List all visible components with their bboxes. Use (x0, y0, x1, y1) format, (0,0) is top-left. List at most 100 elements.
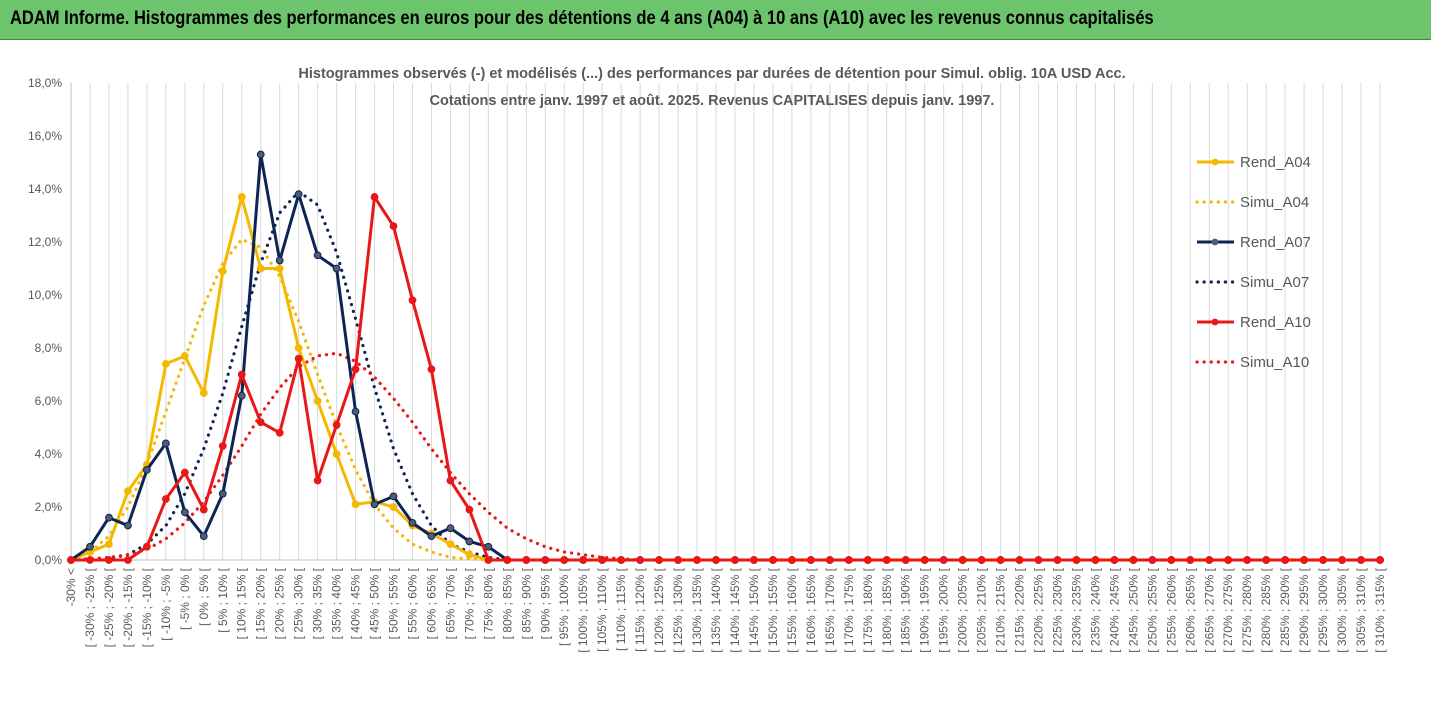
y-tick-label: 0,0% (35, 553, 63, 567)
x-tick-label: [ 50% ; 55% [ (387, 567, 401, 639)
data-point (199, 532, 208, 541)
data-point (655, 556, 664, 564)
data-point (1129, 556, 1138, 564)
data-point (313, 397, 322, 405)
chart-title-line2: Cotations entre janv. 1997 et août. 2025… (430, 93, 995, 109)
data-point (503, 556, 512, 564)
data-point (1034, 556, 1043, 564)
x-tick-label: [ 170% ; 175% [ (842, 567, 856, 652)
x-tick-label: [ -5% ; 0% [ (178, 567, 192, 630)
data-point (1072, 556, 1081, 564)
x-tick-label: [ 115% ; 120% [ (633, 567, 647, 651)
data-point (67, 556, 75, 564)
x-tick-label: [ 80% ; 85% [ (500, 567, 514, 639)
x-tick-label: [ -20% ; -15% [ (121, 567, 135, 647)
data-point (294, 354, 303, 363)
x-tick-label: [ 120% ; 125% [ (652, 567, 666, 652)
x-tick-label: [ 0% ; 5% [ (197, 567, 211, 626)
legend-label: Simu_A07 (1240, 274, 1309, 291)
data-point (863, 556, 872, 564)
x-tick-label: [ 190% ; 195% [ (918, 567, 932, 652)
data-point (199, 505, 208, 514)
x-tick-label: [ 250% ; 255% [ (1145, 567, 1159, 652)
x-tick-label: [ 230% ; 235% [ (1069, 567, 1083, 652)
data-point (124, 487, 132, 496)
data-point (636, 556, 645, 564)
x-tick-label: [ 255% ; 260% [ (1164, 567, 1178, 652)
data-point (180, 352, 189, 360)
data-point (124, 521, 132, 530)
data-point (351, 500, 360, 509)
data-point (1091, 556, 1100, 564)
data-point (142, 542, 151, 551)
x-tick-label: [ 15% ; 20% [ (254, 567, 268, 639)
y-tick-labels: 0,0% 2,0% 4,0% 6,0% 8,0% 10,0% 12,0% 14,0% 16,0%… (28, 76, 62, 567)
grid-lines (70, 83, 1381, 560)
x-tick-label: [ 220% ; 225% [ (1032, 567, 1046, 652)
data-point (370, 193, 379, 201)
x-tick-label: [ 65% ; 70% [ (443, 567, 457, 639)
data-point (446, 524, 455, 533)
x-tick-label: [ 240% ; 245% [ (1107, 567, 1121, 652)
x-tick-label: [ 305% ; 310% [ (1354, 567, 1368, 652)
data-point (1205, 556, 1214, 564)
x-tick-label: [ 270% ; 275% [ (1221, 567, 1235, 652)
series-line-Rend_A07 (70, 153, 1380, 562)
x-tick-label: [ 35% ; 40% [ (330, 567, 344, 639)
data-point (389, 222, 398, 231)
data-point (124, 556, 132, 564)
data-point (142, 466, 151, 474)
series-group (67, 150, 1384, 564)
x-tick-label: [ 55% ; 60% [ (405, 567, 419, 639)
data-point (408, 519, 417, 527)
data-point (1224, 556, 1233, 564)
x-tick-label: [ 160% ; 165% [ (804, 567, 818, 652)
x-tick-label: [ 285% ; 290% [ (1278, 567, 1292, 652)
data-point (939, 556, 948, 564)
chart-title-line1: Histogrammes observés (-) et modélisés (… (298, 66, 1125, 82)
data-point (275, 256, 284, 265)
data-point (218, 489, 227, 498)
data-point (825, 556, 834, 564)
data-point (484, 542, 493, 551)
x-tick-label: [ 60% ; 65% [ (424, 567, 438, 639)
data-point (408, 296, 417, 305)
data-point (237, 391, 246, 400)
x-tick-label: [ 10% ; 15% [ (235, 567, 249, 639)
x-tick-label: [ 275% ; 280% [ (1240, 567, 1254, 652)
x-tick-label: [ 25% ; 30% [ (292, 567, 306, 639)
data-point (389, 503, 398, 511)
data-point (313, 251, 322, 260)
data-point (674, 556, 682, 564)
x-tick-label: [ 110% ; 115% [ (614, 567, 628, 651)
data-point (901, 556, 910, 564)
data-point (86, 556, 94, 564)
x-tick-label: [ 135% ; 140% [ (709, 567, 723, 652)
data-point (1015, 556, 1024, 564)
y-tick-label: 18,0% (28, 76, 62, 90)
data-point (86, 542, 94, 551)
data-point (332, 420, 341, 429)
data-point (1319, 556, 1327, 564)
x-tick-label: -30% < (64, 568, 78, 606)
x-tick-label: [ 295% ; 300% [ (1316, 567, 1330, 652)
x-tick-label: [ 105% ; 110% [ (595, 567, 609, 651)
data-point (1338, 556, 1346, 564)
data-point (844, 556, 853, 564)
series-line-Rend_A04 (70, 195, 1380, 562)
x-tick-label: [ 215% ; 220% [ (1013, 567, 1027, 652)
data-point (332, 264, 341, 273)
x-tick-label: [ -30% ; -25% [ (83, 567, 97, 647)
data-point (180, 508, 189, 517)
data-point (275, 428, 284, 437)
x-tick-label: [ 260% ; 265% [ (1183, 567, 1197, 652)
data-point (351, 365, 360, 374)
y-tick-label: 2,0% (35, 500, 63, 514)
x-tick-label: [ 5% ; 10% [ (216, 567, 230, 632)
data-point (541, 556, 550, 564)
data-point (806, 556, 815, 564)
x-tick-label: [ 245% ; 250% [ (1126, 567, 1140, 652)
x-tick-label: [ -25% ; -20% [ (102, 567, 116, 647)
histogram-chart: 0,0% 2,0% 4,0% 6,0% 8,0% 10,0% 12,0% 14,0% 16,0%… (28, 66, 1387, 653)
data-point (161, 360, 170, 368)
